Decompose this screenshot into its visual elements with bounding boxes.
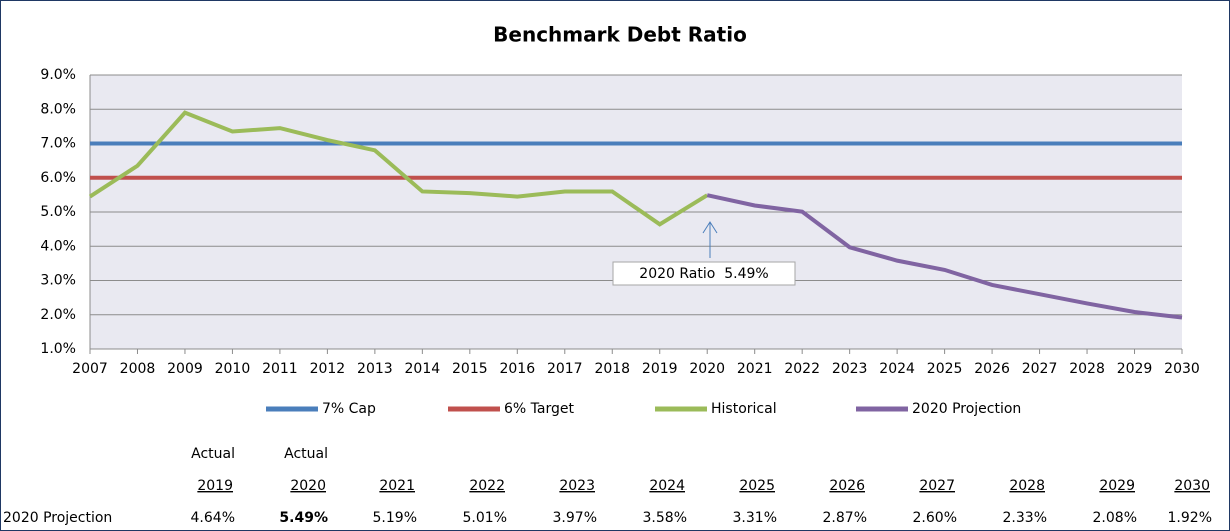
x-tick-label: 2030 bbox=[1164, 361, 1200, 377]
table-value: 2.60% bbox=[913, 510, 957, 526]
table-year: 2028 bbox=[1009, 478, 1045, 494]
table-year: 2022 bbox=[469, 478, 505, 494]
table-header: Actual bbox=[191, 446, 235, 462]
table-value: 4.64% bbox=[191, 510, 235, 526]
x-tick-label: 2018 bbox=[594, 361, 630, 377]
table-value: 5.01% bbox=[463, 510, 507, 526]
x-tick-label: 2011 bbox=[262, 361, 298, 377]
x-tick-label: 2010 bbox=[215, 361, 251, 377]
x-tick-label: 2028 bbox=[1069, 361, 1105, 377]
x-tick-label: 2009 bbox=[167, 361, 203, 377]
y-tick-label: 7.0% bbox=[40, 136, 76, 152]
table-value: 3.97% bbox=[553, 510, 597, 526]
x-tick-label: 2007 bbox=[72, 361, 108, 377]
table-year: 2023 bbox=[559, 478, 595, 494]
table-value: 3.58% bbox=[643, 510, 687, 526]
table-value: 5.49% bbox=[279, 510, 328, 526]
y-tick-label: 8.0% bbox=[40, 101, 76, 117]
x-tick-label: 2021 bbox=[737, 361, 773, 377]
x-tick-label: 2025 bbox=[927, 361, 963, 377]
y-tick-label: 6.0% bbox=[40, 170, 76, 186]
series-line bbox=[706, 193, 1183, 320]
legend-label: 2020 Projection bbox=[912, 401, 1021, 417]
x-tick-label: 2029 bbox=[1117, 361, 1153, 377]
y-tick-label: 3.0% bbox=[40, 273, 76, 289]
table-value: 3.31% bbox=[733, 510, 777, 526]
x-tick-label: 2012 bbox=[310, 361, 346, 377]
x-tick-label: 2024 bbox=[879, 361, 915, 377]
table-year: 2025 bbox=[739, 478, 775, 494]
table-value: 2.08% bbox=[1093, 510, 1137, 526]
series-line bbox=[88, 110, 709, 227]
chart-title: Benchmark Debt Ratio bbox=[493, 23, 747, 47]
annotation-arrowhead bbox=[702, 221, 718, 234]
table-value: 5.19% bbox=[373, 510, 417, 526]
table-row-label: 2020 Projection bbox=[3, 510, 112, 526]
x-tick-label: 2022 bbox=[784, 361, 820, 377]
table-year: 2030 bbox=[1174, 478, 1210, 494]
table-value: 2.33% bbox=[1003, 510, 1047, 526]
y-tick-label: 4.0% bbox=[40, 238, 76, 254]
y-tick-label: 9.0% bbox=[40, 67, 76, 83]
table-value: 1.92% bbox=[1168, 510, 1212, 526]
x-tick-label: 2008 bbox=[120, 361, 156, 377]
x-tick-label: 2019 bbox=[642, 361, 678, 377]
x-tick-label: 2027 bbox=[1022, 361, 1058, 377]
y-tick-label: 5.0% bbox=[40, 204, 76, 220]
x-tick-label: 2017 bbox=[547, 361, 583, 377]
x-tick-label: 2016 bbox=[499, 361, 535, 377]
table-year: 2024 bbox=[649, 478, 685, 494]
y-tick-label: 2.0% bbox=[40, 307, 76, 323]
x-tick-label: 2020 bbox=[689, 361, 725, 377]
x-tick-label: 2023 bbox=[832, 361, 868, 377]
annotation: 2020 Ratio 5.49% bbox=[639, 266, 768, 282]
table-year: 2027 bbox=[919, 478, 955, 494]
x-tick-label: 2014 bbox=[405, 361, 441, 377]
legend-label: 7% Cap bbox=[322, 401, 376, 417]
table-year: 2020 bbox=[290, 478, 326, 494]
legend-label: Historical bbox=[711, 401, 777, 417]
x-tick-label: 2015 bbox=[452, 361, 488, 377]
x-tick-label: 2026 bbox=[974, 361, 1010, 377]
table-year: 2026 bbox=[829, 478, 865, 494]
table-header: Actual bbox=[284, 446, 328, 462]
table-year: 2029 bbox=[1099, 478, 1135, 494]
x-tick-label: 2013 bbox=[357, 361, 393, 377]
table-year: 2021 bbox=[379, 478, 415, 494]
table-year: 2019 bbox=[197, 478, 233, 494]
legend-label: 6% Target bbox=[504, 401, 574, 417]
annotation-box bbox=[612, 261, 796, 286]
table-value: 2.87% bbox=[823, 510, 867, 526]
y-tick-label: 1.0% bbox=[40, 341, 76, 357]
